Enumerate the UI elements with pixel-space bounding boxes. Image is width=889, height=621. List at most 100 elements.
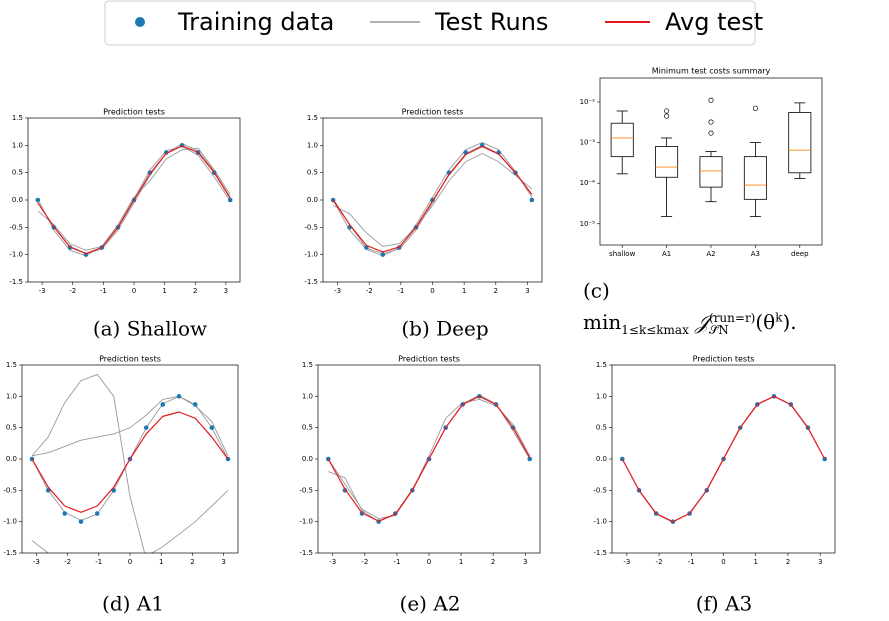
training-point: [62, 511, 68, 516]
legend-label: Training data: [177, 8, 334, 36]
y-tick-label: 1.0: [307, 141, 318, 149]
y-tick-label: -0.5: [3, 486, 17, 494]
y-tick-label: 0.0: [307, 196, 318, 204]
x-tick-label: 2: [494, 287, 498, 295]
chart-title: Prediction tests: [398, 355, 460, 364]
x-tick-label: -2: [656, 558, 663, 566]
training-point: [78, 519, 84, 524]
y-tick-label: -1.0: [9, 251, 23, 259]
y-tick-label: -0.5: [299, 486, 313, 494]
outlier: [664, 113, 670, 119]
x-tick-label: 2: [193, 287, 197, 295]
x-tick-label: 1: [459, 558, 463, 566]
avg-line: [37, 145, 231, 255]
training-point: [227, 197, 233, 203]
axes-frame: [317, 364, 541, 554]
y-tick-label: -1.5: [304, 278, 318, 286]
formula-arg: (θ: [755, 310, 776, 334]
x-tick-label: A3: [751, 250, 760, 258]
box: [743, 156, 767, 200]
axes-frame: [611, 364, 836, 554]
x-tick-label: -1: [95, 558, 102, 566]
x-tick-label: 3: [221, 558, 225, 566]
outlier: [708, 130, 714, 136]
y-tick-label: 0.5: [596, 424, 607, 432]
y-tick-label: 0.5: [6, 424, 17, 432]
x-tick-label: 0: [132, 287, 136, 295]
y-tick-label: 1.0: [596, 392, 607, 400]
outlier: [708, 119, 714, 125]
caption: (d) A1: [102, 592, 164, 616]
x-tick-label: 0: [427, 558, 431, 566]
x-tick-label: -1: [688, 558, 695, 566]
run-line: [31, 373, 146, 553]
x-tick-label: 1: [753, 558, 757, 566]
x-tick-label: 1: [162, 287, 166, 295]
y-tick-label: -0.5: [593, 486, 607, 494]
y-tick-label: 1.5: [6, 361, 17, 369]
y-tick-label: 0.5: [302, 424, 313, 432]
training-point: [176, 394, 182, 399]
y-tick-label: 0.0: [12, 196, 23, 204]
run-line: [31, 490, 229, 553]
avg-line: [327, 395, 531, 522]
x-tick-label: -3: [33, 558, 40, 566]
formula-sup: k: [775, 310, 783, 325]
y-tick-label: -0.5: [9, 223, 23, 231]
y-tick-label: -1.5: [299, 549, 313, 557]
y-tick-label: -1.0: [593, 518, 607, 526]
training-point: [209, 425, 215, 430]
chart-title: Prediction tests: [693, 355, 755, 364]
x-tick-label: A1: [662, 250, 671, 258]
caption: (a) Shallow: [93, 317, 207, 341]
x-tick-label: 2: [491, 558, 495, 566]
plot-area: [330, 142, 535, 257]
y-tick-label: 1.5: [302, 361, 313, 369]
formula-sub: 1≤k≤kmax: [621, 323, 689, 337]
x-tick-label: 1: [159, 558, 163, 566]
x-tick-label: 3: [525, 287, 529, 295]
outlier: [708, 97, 714, 103]
x-tick-label: -2: [64, 558, 71, 566]
formula-sub: 𝒮̃N: [709, 322, 729, 337]
y-tick-label: -0.5: [304, 223, 318, 231]
y-tick-label: -1.5: [9, 278, 23, 286]
chart-title: Prediction tests: [402, 108, 464, 117]
training-point: [325, 456, 331, 462]
caption: (f) A3: [696, 592, 753, 616]
y-tick-label: -1.0: [3, 518, 17, 526]
legend-marker: [135, 17, 145, 27]
x-tick-label: -2: [366, 287, 373, 295]
legend-label: Test Runs: [434, 8, 548, 36]
y-tick-label: 10⁻²: [580, 98, 596, 106]
x-tick-label: -1: [393, 558, 400, 566]
box: [655, 146, 679, 178]
y-tick-label: 1.0: [302, 392, 313, 400]
y-tick-label: 10⁻⁵: [580, 220, 596, 228]
run-line: [37, 147, 231, 251]
x-tick-label: 0: [430, 287, 434, 295]
axes-frame: [27, 117, 241, 283]
formula-symbol: 𝒥: [695, 310, 710, 334]
training-point: [192, 402, 198, 407]
y-tick-label: 0.0: [6, 455, 17, 463]
x-tick-label: -1: [100, 287, 107, 295]
axes-frame: [322, 117, 543, 283]
training-point: [380, 252, 386, 257]
y-tick-label: 1.5: [307, 114, 318, 122]
x-tick-label: -3: [334, 287, 341, 295]
x-tick-label: -1: [397, 287, 404, 295]
axes-frame: [599, 77, 823, 246]
y-tick-label: 0.5: [307, 169, 318, 177]
y-tick-label: 1.0: [12, 141, 23, 149]
axes-frame: [21, 364, 239, 554]
avg-line: [621, 395, 826, 523]
x-tick-label: 0: [721, 558, 725, 566]
outlier: [752, 105, 758, 111]
plot-area: [325, 394, 533, 524]
training-point: [35, 197, 41, 203]
y-tick-label: 0.0: [302, 455, 313, 463]
x-tick-label: 3: [224, 287, 228, 295]
outlier: [664, 108, 670, 114]
